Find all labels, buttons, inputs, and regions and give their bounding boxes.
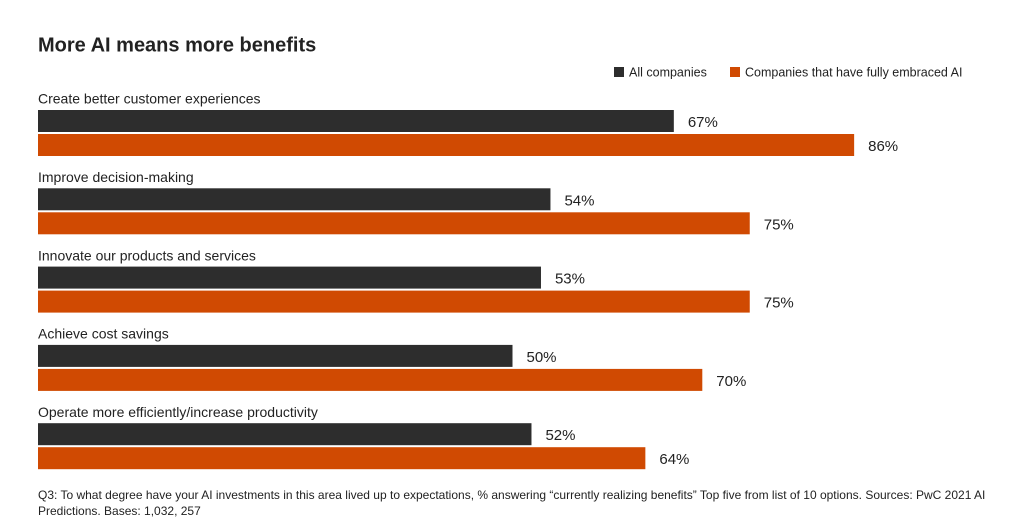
bar	[38, 447, 646, 470]
bar	[38, 212, 750, 235]
bar	[38, 423, 532, 446]
legend-label: All companies	[629, 65, 707, 79]
value-label: 64%	[659, 451, 689, 468]
bar	[38, 266, 541, 289]
category-label: Improve decision-making	[38, 169, 194, 185]
category-label: Innovate our products and services	[38, 247, 256, 263]
bar	[38, 134, 855, 156]
value-label: 52%	[545, 427, 575, 444]
category-label: Operate more efficiently/increase produc…	[38, 404, 318, 420]
category-label: Achieve cost savings	[38, 326, 169, 342]
bar	[38, 368, 703, 391]
footnote: Q3: To what degree have your AI investme…	[38, 488, 986, 518]
bar	[38, 110, 674, 132]
value-label: 54%	[564, 192, 594, 209]
bar	[38, 188, 551, 211]
category-label: Create better customer experiences	[38, 91, 261, 107]
value-label: 75%	[764, 216, 794, 233]
bar	[38, 290, 750, 313]
value-label: 86%	[868, 138, 898, 155]
value-label: 75%	[764, 295, 794, 312]
bar	[38, 344, 513, 367]
value-label: 67%	[688, 114, 718, 131]
legend-swatch	[730, 67, 740, 77]
chart-title: More AI means more benefits	[38, 34, 316, 56]
value-label: 50%	[527, 349, 557, 366]
value-label: 53%	[555, 271, 585, 288]
legend-label: Companies that have fully embraced AI	[745, 65, 962, 79]
legend-swatch	[614, 67, 624, 77]
value-label: 70%	[716, 373, 746, 390]
